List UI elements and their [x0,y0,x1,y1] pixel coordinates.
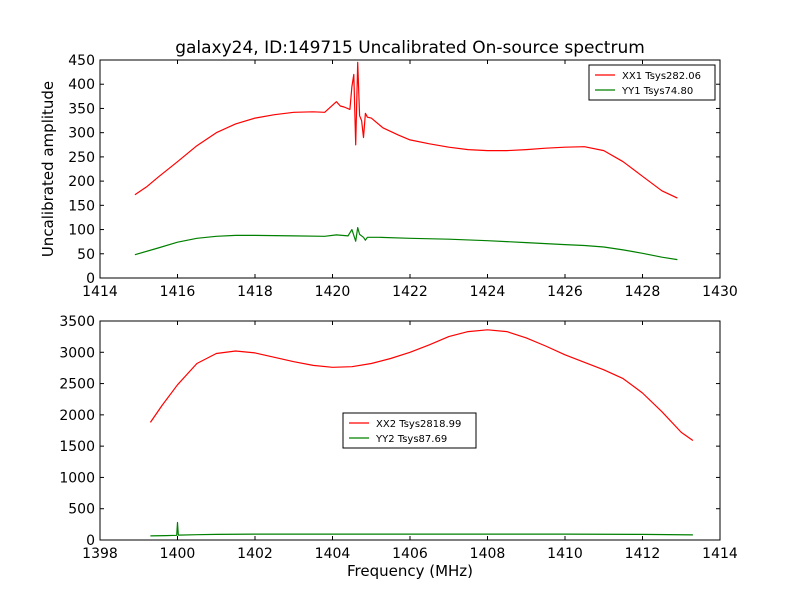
y-tick-label: 150 [68,198,95,214]
x-tick-label: 1426 [547,284,583,300]
legend-label: YY2 Tsys87.69 [375,434,447,445]
x-tick-label: 1414 [702,546,738,562]
x-tick-label: 1410 [547,546,583,562]
chart-title: galaxy24, ID:149715 Uncalibrated On-sour… [175,38,645,58]
x-tick-label: 1412 [625,546,661,562]
x-tick-label: 1416 [160,284,196,300]
y-tick-label: 50 [77,247,95,263]
x-tick-label: 1408 [470,546,506,562]
series-line-1-yy [134,227,678,261]
y-tick-label: 3500 [59,314,95,330]
bottom-panel: 1398 1400 1402 1404 1406 1408 1410 1412 1414 0 500… [59,314,738,580]
legend-label: XX1 Tsys282.06 [622,71,701,82]
series-group [134,61,678,261]
x-tick-label: 1406 [392,546,428,562]
y-tick-label: 1000 [59,470,95,486]
x-tick-label: 1402 [237,546,273,562]
y-tick-label: 400 [68,77,95,93]
y-tick-label: 200 [68,174,95,190]
series-line-1-xx [134,61,678,199]
y-tick-label: 100 [68,223,95,239]
y-axis-label: Uncalibrated amplitude [39,81,57,257]
x-tick-label: 1422 [392,284,428,300]
y-tick-label: 2000 [59,408,95,424]
y-tick-label: 0 [86,271,95,287]
x-axis-label: Frequency (MHz) [347,562,473,580]
x-tick-label: 1400 [160,546,196,562]
x-tick-label: 1428 [625,284,661,300]
x-tick-label: 1430 [702,284,738,300]
y-tick-label: 500 [68,502,95,518]
x-tick-label: 1414 [82,284,118,300]
x-tick-label: 1398 [82,546,118,562]
top-panel: 1414 1416 1418 1420 1422 1424 1426 1428 1430 0 50 1… [39,53,738,300]
y-tick-label: 1500 [59,439,95,455]
legend: XX1 Tsys282.06 YY1 Tsys74.80 [588,64,716,101]
legend-label: XX2 Tsys2818.99 [376,419,461,430]
x-tick-label: 1424 [470,284,506,300]
x-tick-label: 1420 [315,284,351,300]
series-line-2-yy [150,521,693,537]
series-line-2-xx [149,329,694,441]
y-tick-label: 250 [68,150,95,166]
y-tick-label: 0 [86,533,95,549]
x-tick-label: 1404 [315,546,351,562]
y-tick-label: 300 [68,126,95,142]
legend: XX2 Tsys2818.99 YY2 Tsys87.69 [342,412,477,449]
y-tick-label: 2500 [59,377,95,393]
legend-box [342,412,477,449]
y-tick-label: 3000 [59,345,95,361]
x-tick-label: 1418 [237,284,273,300]
legend-box [588,64,716,101]
y-tick-label: 450 [68,53,95,69]
series-group [149,329,694,537]
legend-label: YY1 Tsys74.80 [621,86,693,97]
y-tick-label: 350 [68,101,95,117]
